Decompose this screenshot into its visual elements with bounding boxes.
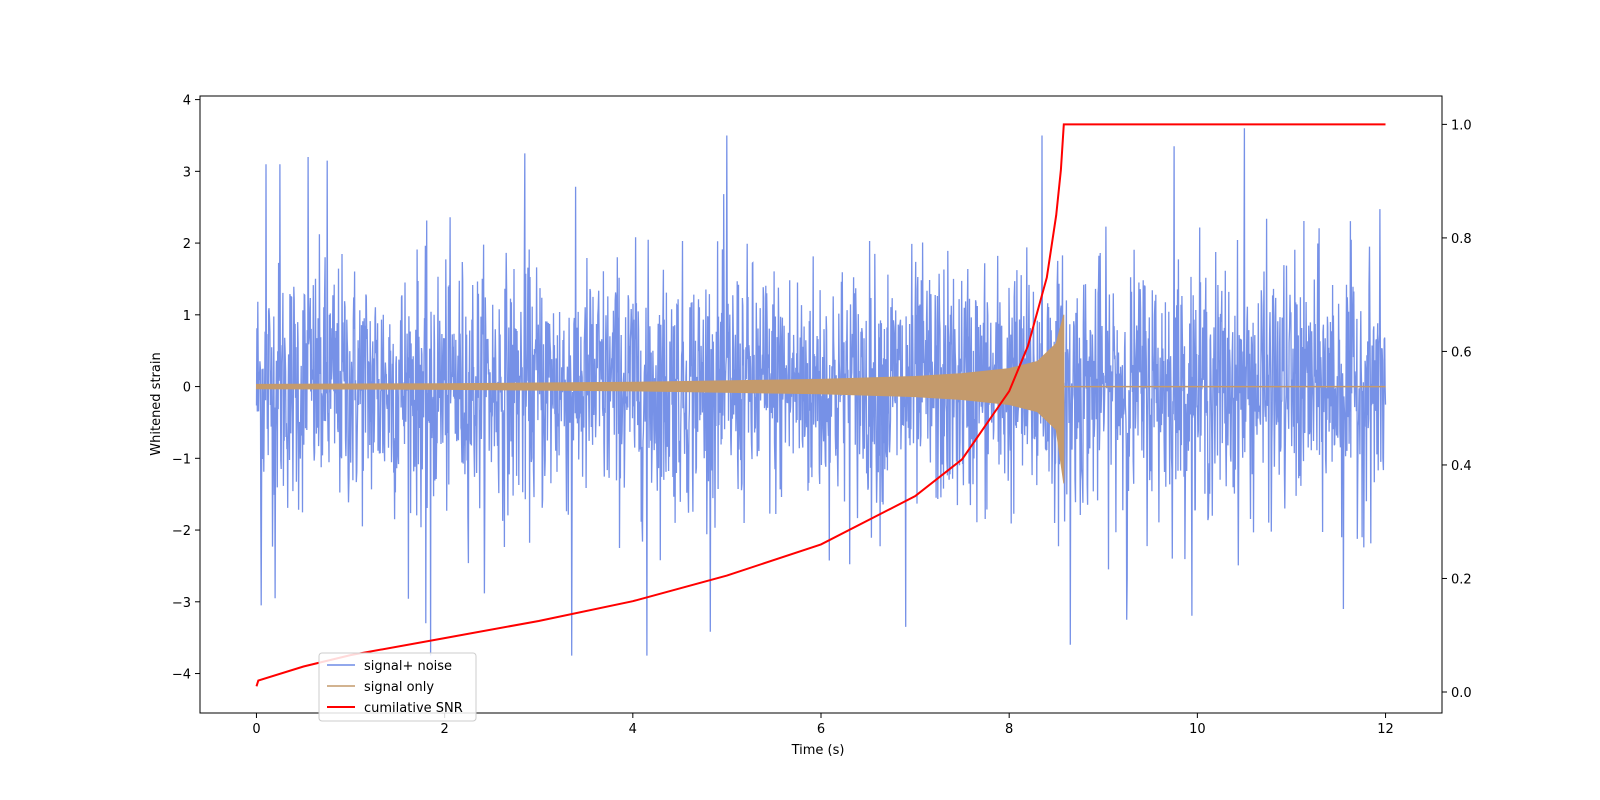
legend-box	[318, 652, 477, 722]
y-axis-label: Whitened strain	[149, 352, 164, 455]
y2-tick-label: 0.2	[1451, 572, 1472, 587]
legend-label-signal: signal only	[364, 680, 434, 695]
x-axis-label: Time (s)	[791, 743, 845, 758]
y2-tick-label: 0.8	[1451, 232, 1472, 247]
y2-tick-label: 1.0	[1451, 118, 1472, 133]
legend: signal+ noise signal only cumilative SNR	[318, 652, 477, 722]
x-tick-label: 10	[1189, 722, 1206, 737]
y-tick-label: 2	[183, 237, 191, 252]
y2-tick-label: 0.0	[1451, 686, 1472, 701]
y-tick-label: 4	[183, 94, 191, 109]
y-tick-label: 3	[183, 165, 191, 180]
x-tick-label: 6	[817, 722, 825, 737]
y-tick-label: −3	[172, 596, 191, 611]
y-tick-label: −1	[172, 452, 191, 467]
legend-label-snr: cumilative SNR	[364, 701, 463, 716]
x-tick-label: 0	[252, 722, 260, 737]
legend-label-noise: signal+ noise	[364, 659, 452, 674]
y-tick-label: −2	[172, 524, 191, 539]
series-signal-only	[256, 314, 1065, 484]
y-tick-label: −4	[172, 668, 191, 683]
x-tick-label: 8	[1005, 722, 1013, 737]
x-tick-label: 4	[629, 722, 637, 737]
y-tick-label: 0	[183, 381, 191, 396]
series-signal-noise	[255, 128, 1387, 656]
y2-tick-label: 0.6	[1451, 345, 1472, 360]
x-tick-label: 2	[440, 722, 448, 737]
y-tick-label: 1	[183, 309, 191, 324]
x-tick-label: 12	[1377, 722, 1394, 737]
y2-tick-label: 0.4	[1451, 459, 1472, 474]
